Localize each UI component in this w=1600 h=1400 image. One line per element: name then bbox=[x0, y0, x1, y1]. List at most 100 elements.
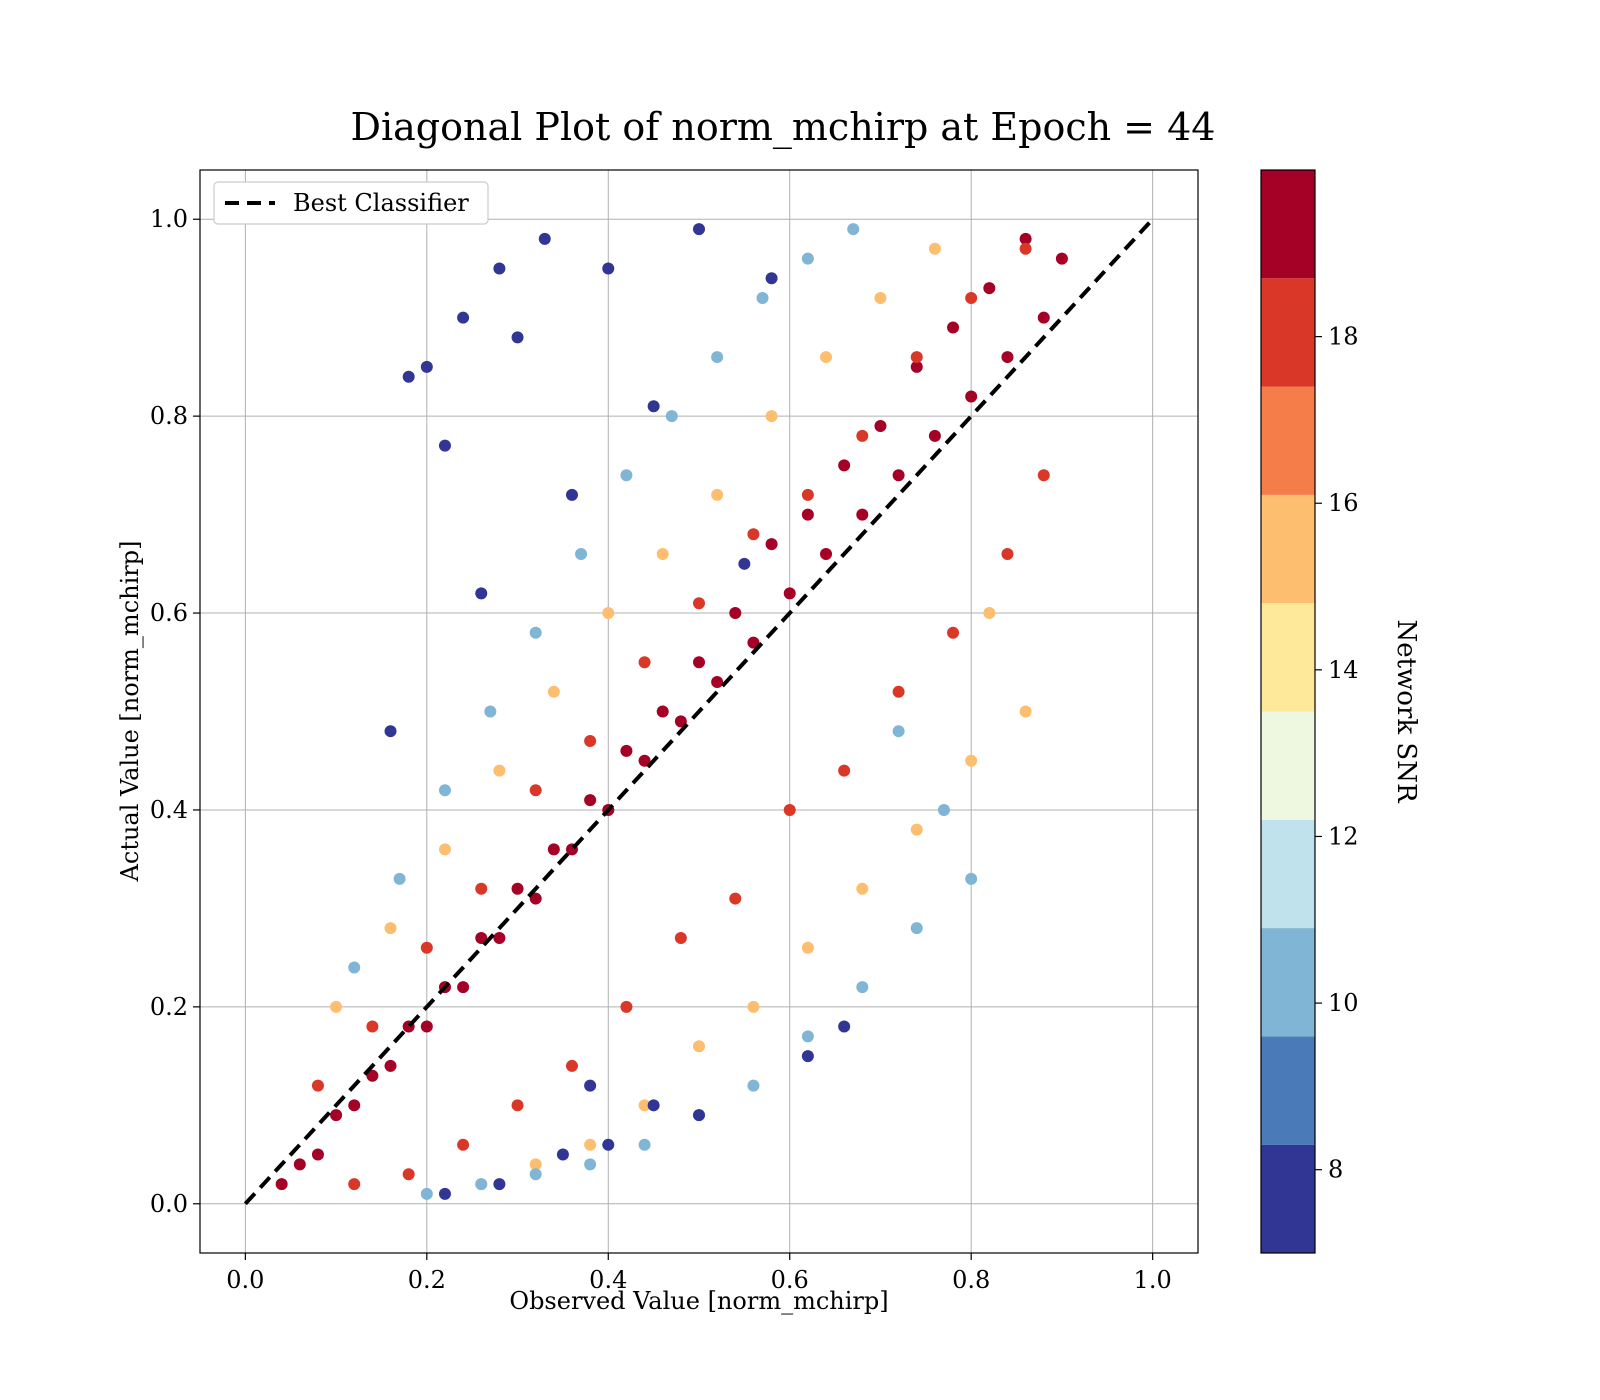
scatter-point bbox=[874, 291, 887, 304]
x-tick-label: 0.8 bbox=[952, 1266, 990, 1294]
scatter-point bbox=[565, 1059, 578, 1072]
colorbar-frame bbox=[1260, 169, 1316, 1254]
scatter-point bbox=[874, 419, 887, 432]
scatter-point bbox=[602, 262, 615, 275]
scatter-point bbox=[384, 725, 397, 738]
y-tick-label: 1.0 bbox=[150, 205, 188, 233]
scatter-point bbox=[801, 941, 814, 954]
scatter-point bbox=[638, 1099, 651, 1112]
best-classifier-line bbox=[243, 217, 1155, 1206]
colorbar-bin bbox=[1261, 494, 1315, 604]
colorbar-bin bbox=[1261, 928, 1315, 1037]
scatter-point bbox=[475, 1178, 488, 1191]
scatter-point bbox=[937, 803, 950, 816]
scatter-point bbox=[484, 705, 497, 718]
scatter-point bbox=[511, 882, 524, 895]
scatter-point bbox=[529, 626, 542, 639]
scatter-point bbox=[584, 735, 597, 748]
scatter-point bbox=[556, 1148, 569, 1161]
scatter-point bbox=[983, 607, 996, 620]
legend-box bbox=[213, 181, 489, 225]
scatter-point bbox=[311, 1148, 324, 1161]
colorbar-tick-label: 14 bbox=[1328, 656, 1359, 684]
scatter-point bbox=[438, 1187, 451, 1200]
scatter-point bbox=[366, 1069, 379, 1082]
scatter-point bbox=[475, 882, 488, 895]
scatter-point bbox=[856, 508, 869, 521]
x-tick-label: 0.6 bbox=[771, 1266, 809, 1294]
scatter-point bbox=[711, 488, 724, 501]
scatter-point bbox=[438, 439, 451, 452]
scatter-point bbox=[856, 981, 869, 994]
scatter-point bbox=[838, 1020, 851, 1033]
scatter-point bbox=[765, 272, 778, 285]
x-tick-label: 0.4 bbox=[589, 1266, 627, 1294]
scatter-point bbox=[384, 1059, 397, 1072]
scatter-point bbox=[565, 488, 578, 501]
scatter-point bbox=[638, 754, 651, 767]
colorbar-bin bbox=[1261, 170, 1315, 279]
scatter-point bbox=[493, 262, 506, 275]
scatter-point bbox=[910, 823, 923, 836]
colorbar-tick-label: 18 bbox=[1328, 323, 1359, 351]
scatter-point bbox=[1001, 547, 1014, 560]
x-axis-ticks: 0.0 0.2 0.4 0.6 0.8 1.0 bbox=[226, 1253, 1172, 1294]
scatter-point bbox=[311, 1079, 324, 1092]
scatter-point bbox=[801, 252, 814, 265]
scatter-point bbox=[493, 931, 506, 944]
scatter-point bbox=[402, 370, 415, 383]
scatter-point bbox=[783, 587, 796, 600]
scatter-point bbox=[647, 1099, 660, 1112]
scatter-point bbox=[747, 1000, 760, 1013]
scatter-point bbox=[783, 803, 796, 816]
scatter-point bbox=[1019, 232, 1032, 245]
scatter-point bbox=[457, 311, 470, 324]
scatter-point bbox=[756, 291, 769, 304]
colorbar-bins bbox=[1261, 170, 1315, 1253]
scatter-point bbox=[620, 744, 633, 757]
scatter-point bbox=[928, 242, 941, 255]
scatter-point bbox=[910, 351, 923, 364]
scatter-points bbox=[275, 223, 1068, 1200]
scatter-point bbox=[493, 764, 506, 777]
scatter-point bbox=[693, 597, 705, 610]
scatter-point bbox=[820, 351, 833, 364]
scatter-point bbox=[1055, 252, 1068, 265]
colorbar-tick-label: 10 bbox=[1328, 989, 1359, 1017]
scatter-point bbox=[856, 882, 869, 895]
colorbar-bin bbox=[1261, 278, 1315, 387]
colorbar-tick-label: 12 bbox=[1328, 822, 1359, 850]
scatter-point bbox=[838, 764, 851, 777]
colorbar: 8 10 12 14 16 18 Network SNR bbox=[1260, 169, 1421, 1254]
colorbar-bin bbox=[1261, 1144, 1315, 1253]
scatter-point bbox=[420, 1187, 433, 1200]
scatter-point bbox=[475, 587, 488, 600]
scatter-point bbox=[711, 351, 724, 364]
colorbar-ticks: 8 10 12 14 16 18 bbox=[1315, 323, 1359, 1184]
scatter-point bbox=[965, 390, 978, 403]
scatter-point bbox=[475, 931, 488, 944]
scatter-point bbox=[674, 931, 687, 944]
scatter-point bbox=[1037, 311, 1050, 324]
scatter-point bbox=[420, 941, 433, 954]
scatter-point bbox=[820, 547, 833, 560]
scatter-point bbox=[584, 1138, 597, 1151]
scatter-point bbox=[910, 360, 923, 373]
scatter-point bbox=[892, 469, 905, 482]
scatter-point bbox=[547, 685, 560, 698]
y-tick-label: 0.0 bbox=[150, 1190, 188, 1218]
scatter-point bbox=[529, 784, 542, 797]
scatter-point bbox=[738, 557, 751, 570]
scatter-point bbox=[1001, 351, 1014, 364]
scatter-point bbox=[910, 922, 923, 935]
scatter-point bbox=[348, 1178, 361, 1191]
scatter-point bbox=[983, 282, 996, 295]
scatter-point bbox=[420, 360, 433, 373]
scatter-point bbox=[348, 1099, 361, 1112]
scatter-point bbox=[384, 922, 397, 935]
colorbar-tick-label: 8 bbox=[1328, 1156, 1343, 1184]
legend-label-best-classifier: Best Classifier bbox=[293, 189, 469, 217]
scatter-point bbox=[620, 469, 633, 482]
scatter-point bbox=[575, 547, 588, 560]
scatter-point bbox=[693, 1109, 705, 1122]
